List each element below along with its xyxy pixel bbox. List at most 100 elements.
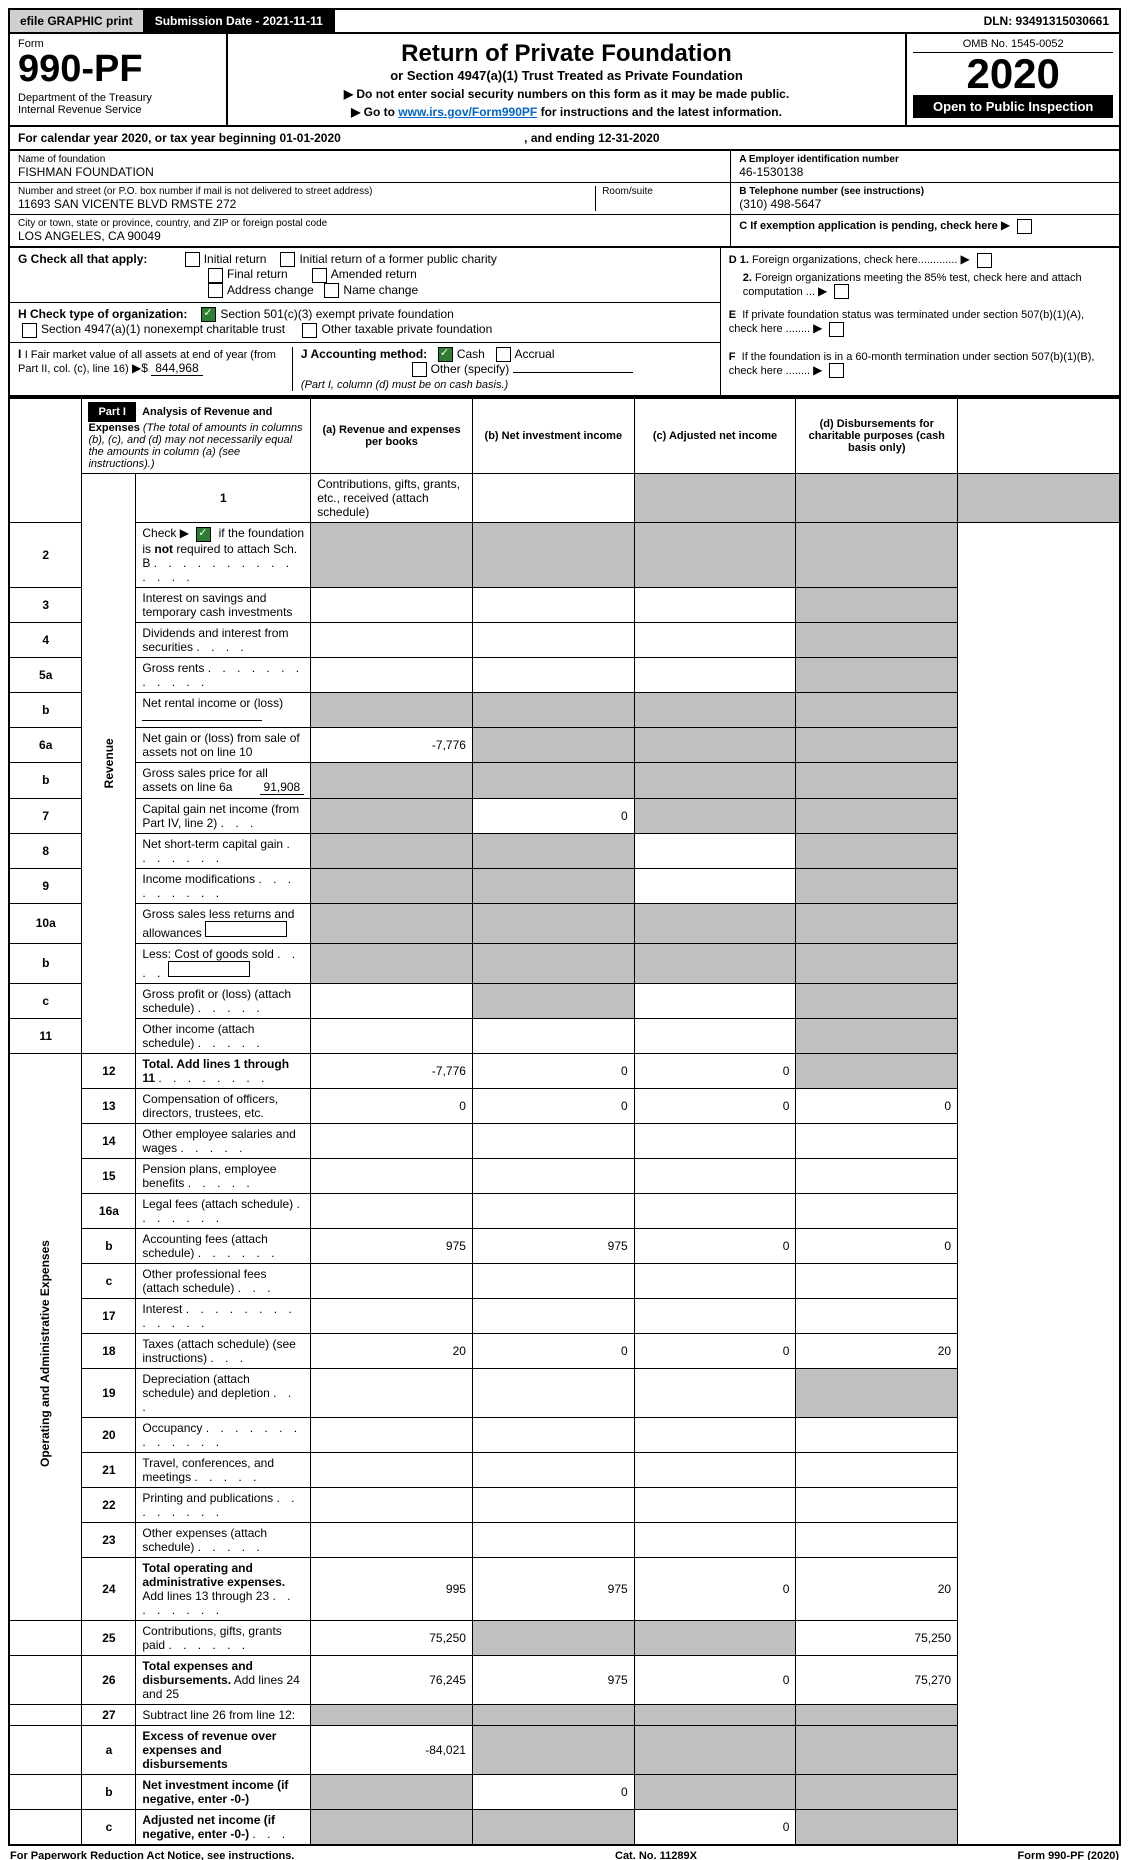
- amended-checkbox[interactable]: [312, 268, 327, 283]
- row-18-desc: Taxes (attach schedule) (see instruction…: [136, 1333, 311, 1368]
- d1-checkbox[interactable]: [977, 253, 992, 268]
- row-27b-desc: Net investment income (if negative, ente…: [136, 1774, 311, 1809]
- row-15-num: 15: [82, 1158, 136, 1193]
- other-method-checkbox[interactable]: [412, 362, 427, 377]
- open-public-badge: Open to Public Inspection: [913, 95, 1113, 118]
- row-1-desc: Contributions, gifts, grants, etc., rece…: [311, 474, 473, 523]
- row-5a-desc: Gross rents . . . . . . . . . . . .: [136, 657, 311, 692]
- 4947a1-checkbox[interactable]: [22, 323, 37, 338]
- submission-date: Submission Date - 2021-11-11: [145, 10, 335, 32]
- row-25-num: 25: [82, 1620, 136, 1655]
- d2-checkbox[interactable]: [834, 284, 849, 299]
- row-11-num: 11: [9, 1018, 82, 1053]
- irs-form-link[interactable]: www.irs.gov/Form990PF: [398, 105, 537, 119]
- row-27-desc: Subtract line 26 from line 12:: [136, 1704, 311, 1725]
- i-label: I Fair market value of all assets at end…: [18, 349, 276, 375]
- row-19-num: 19: [82, 1368, 136, 1417]
- row-26-num: 26: [82, 1655, 136, 1704]
- g-opt-4: Address change: [227, 283, 314, 297]
- h-opt-1: Section 501(c)(3) exempt private foundat…: [220, 307, 453, 321]
- phone-label: B Telephone number (see instructions): [739, 186, 1111, 197]
- ein-label: A Employer identification number: [739, 154, 1111, 165]
- row-3-num: 3: [9, 587, 82, 622]
- h-label: H Check type of organization:: [18, 307, 187, 321]
- j-label: J Accounting method:: [301, 347, 427, 361]
- row-24-desc: Total operating and administrative expen…: [136, 1557, 311, 1620]
- exemption-checkbox[interactable]: [1017, 219, 1032, 234]
- g-opt-5: Name change: [343, 283, 418, 297]
- year-block: OMB No. 1545-0052 2020 Open to Public In…: [905, 34, 1119, 125]
- row-12-desc: Total. Add lines 1 through 11 . . . . . …: [136, 1053, 311, 1088]
- e-checkbox[interactable]: [829, 322, 844, 337]
- instruction-1: ▶ Do not enter social security numbers o…: [238, 87, 896, 101]
- accrual-checkbox[interactable]: [496, 347, 511, 362]
- j-cash: Cash: [457, 347, 485, 361]
- initial-return-checkbox[interactable]: [185, 252, 200, 267]
- instruction-2: ▶ Go to www.irs.gov/Form990PF for instru…: [238, 105, 896, 119]
- row-14-num: 14: [82, 1123, 136, 1158]
- h-opt-3: Other taxable private foundation: [321, 322, 492, 336]
- row-27b-b: 0: [472, 1774, 634, 1809]
- row-21-num: 21: [82, 1452, 136, 1487]
- schb-checkbox[interactable]: [196, 527, 211, 542]
- row-27c-desc: Adjusted net income (if negative, enter …: [136, 1809, 311, 1845]
- row-27c-num: c: [82, 1809, 136, 1845]
- row-7-desc: Capital gain net income (from Part IV, l…: [136, 798, 311, 833]
- row-25-a: 75,250: [311, 1620, 473, 1655]
- row-10c-num: c: [9, 983, 82, 1018]
- expenses-vert-label: Operating and Administrative Expenses: [9, 1088, 82, 1620]
- row-24-a: 995: [311, 1557, 473, 1620]
- phone-value: (310) 498-5647: [739, 197, 1111, 211]
- name-change-checkbox[interactable]: [324, 283, 339, 298]
- row-5b-num: b: [9, 692, 82, 727]
- row-10a-desc: Gross sales less returns and allowances: [136, 903, 311, 943]
- other-taxable-checkbox[interactable]: [302, 323, 317, 338]
- footer-left: For Paperwork Reduction Act Notice, see …: [10, 1850, 294, 1860]
- row-6b-desc: Gross sales price for all assets on line…: [136, 762, 311, 798]
- row-18-a: 20: [311, 1333, 473, 1368]
- row-22-num: 22: [82, 1487, 136, 1522]
- row-18-b: 0: [472, 1333, 634, 1368]
- cash-checkbox[interactable]: [438, 347, 453, 362]
- row-5a-num: 5a: [9, 657, 82, 692]
- form-id-block: Form 990-PF Department of the Treasury I…: [10, 34, 228, 125]
- row-9-num: 9: [9, 868, 82, 903]
- row-18-c: 0: [634, 1333, 796, 1368]
- name-label: Name of foundation: [18, 154, 722, 165]
- cal-year-end: , and ending 12-31-2020: [524, 131, 659, 145]
- row-9-desc: Income modifications . . . . . . . . .: [136, 868, 311, 903]
- city-cell: City or town, state or province, country…: [10, 215, 730, 246]
- row-15-desc: Pension plans, employee benefits . . . .…: [136, 1158, 311, 1193]
- efile-print-button[interactable]: efile GRAPHIC print: [10, 10, 145, 32]
- row-27c-c: 0: [634, 1809, 796, 1845]
- row-7-num: 7: [9, 798, 82, 833]
- address-change-checkbox[interactable]: [208, 283, 223, 298]
- row-18-d: 20: [796, 1333, 958, 1368]
- f-checkbox[interactable]: [829, 363, 844, 378]
- 501c3-checkbox[interactable]: [201, 307, 216, 322]
- row-24-d: 20: [796, 1557, 958, 1620]
- row-14-desc: Other employee salaries and wages . . . …: [136, 1123, 311, 1158]
- row-26-d: 75,270: [796, 1655, 958, 1704]
- city-state-zip: LOS ANGELES, CA 90049: [18, 229, 722, 243]
- ein-cell: A Employer identification number 46-1530…: [731, 151, 1119, 183]
- row-6a-a: -7,776: [311, 727, 473, 762]
- final-return-checkbox[interactable]: [208, 268, 223, 283]
- row-16b-a: 975: [311, 1228, 473, 1263]
- treasury-dept: Department of the Treasury Internal Reve…: [18, 92, 218, 116]
- row-2-desc: Check ▶ if the foundation is not require…: [136, 523, 311, 587]
- row-26-a: 76,245: [311, 1655, 473, 1704]
- street-address: 11693 SAN VICENTE BLVD RMSTE 272: [18, 197, 595, 211]
- efile-header-bar: efile GRAPHIC print Submission Date - 20…: [8, 8, 1121, 34]
- row-20-num: 20: [82, 1417, 136, 1452]
- form-title-block: Return of Private Foundation or Section …: [228, 34, 906, 125]
- initial-former-checkbox[interactable]: [280, 252, 295, 267]
- j-note: (Part I, column (d) must be on cash basi…: [301, 379, 508, 391]
- entity-info-grid: Name of foundation FISHMAN FOUNDATION Nu…: [8, 151, 1121, 248]
- row-7-b: 0: [472, 798, 634, 833]
- row-17-num: 17: [82, 1298, 136, 1333]
- footer-mid: Cat. No. 11289X: [615, 1850, 697, 1860]
- row-13-a: 0: [311, 1088, 473, 1123]
- row-27-num: 27: [82, 1704, 136, 1725]
- row-12-num: 12: [82, 1053, 136, 1088]
